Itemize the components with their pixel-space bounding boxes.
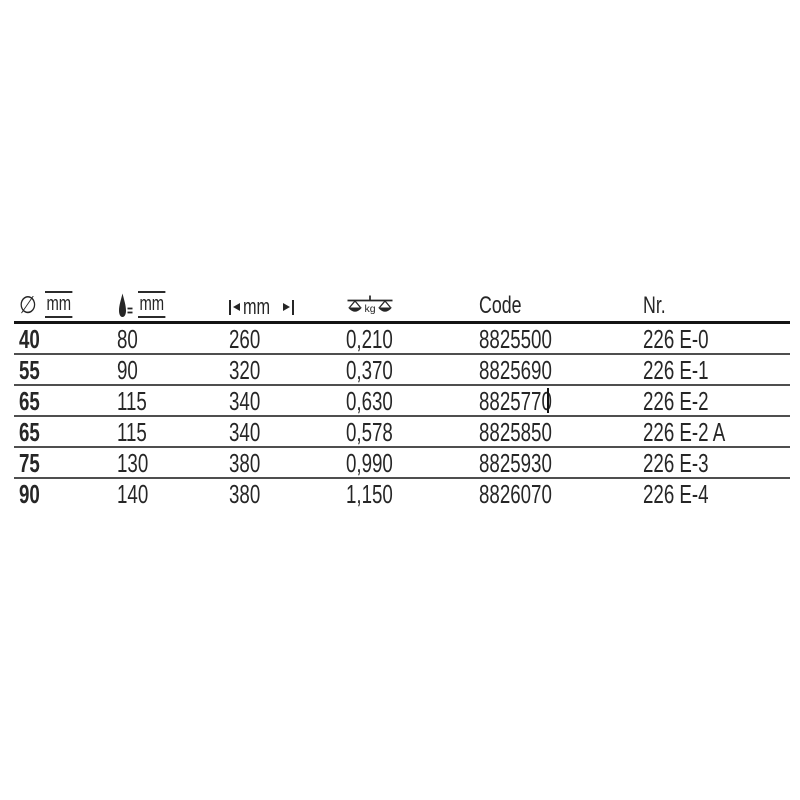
cell-overall-length: 320 <box>229 354 261 385</box>
cell-code: 8825770 <box>479 385 552 416</box>
length-right-bar <box>291 299 294 315</box>
cell-nr: 226 E-0 <box>643 323 709 354</box>
cell-weight: 0,578 <box>346 416 393 447</box>
length-unit-label: mm <box>243 294 271 319</box>
balance-scale-icon: kg <box>346 295 394 318</box>
cell-overall-length: 260 <box>229 323 261 354</box>
cell-code: 8826070 <box>479 478 552 509</box>
tip-unit-label: mm <box>138 291 166 318</box>
col-header-overall-length: mm <box>224 289 341 321</box>
cell-tip-length: 90 <box>117 354 138 385</box>
table-header-row: ∅ mm mm mm <box>14 289 790 324</box>
arrow-right-icon <box>282 303 290 311</box>
table-row: 40 80 260 0,210 8825500 226 E-0 <box>14 324 790 355</box>
cell-overall-length: 380 <box>229 447 261 478</box>
cell-tip-length: 130 <box>117 447 149 478</box>
text-cursor <box>547 388 549 413</box>
cell-tip-length: 115 <box>117 416 147 447</box>
cell-overall-length: 340 <box>229 416 261 447</box>
cell-tip-length: 80 <box>117 323 138 354</box>
cell-diameter: 90 <box>19 478 40 509</box>
cell-code: 8825500 <box>479 323 552 354</box>
col-header-code: Code <box>474 289 638 321</box>
cell-tip-length: 140 <box>117 478 149 509</box>
code-header-label: Code <box>479 292 522 319</box>
cell-diameter: 65 <box>19 385 40 416</box>
cell-diameter: 55 <box>19 354 40 385</box>
cell-diameter: 75 <box>19 447 40 478</box>
col-header-diameter: ∅ mm <box>14 289 112 321</box>
table-row: 65 115 340 0,630 8825770 226 E-2 <box>14 386 790 417</box>
weight-unit-label: kg <box>364 303 375 315</box>
cell-overall-length: 380 <box>229 478 261 509</box>
col-header-nr: Nr. <box>638 289 790 321</box>
cell-weight: 0,630 <box>346 385 393 416</box>
col-header-tip-length: mm <box>112 289 224 321</box>
table-row: 75 130 380 0,990 8825930 226 E-3 <box>14 448 790 479</box>
cell-code: 8825850 <box>479 416 552 447</box>
diameter-unit-label: mm <box>44 291 73 318</box>
table-row: 90 140 380 1,150 8826070 226 E-4 <box>14 479 790 508</box>
length-arrows-icon: mm <box>229 296 294 318</box>
drill-tip-icon <box>117 293 133 318</box>
product-spec-table: ∅ mm mm mm <box>14 289 790 508</box>
arrow-left-icon <box>233 303 240 311</box>
length-left-bar <box>229 299 231 315</box>
nr-header-label: Nr. <box>643 292 666 319</box>
cell-diameter: 65 <box>19 416 40 447</box>
cell-nr: 226 E-2 <box>643 385 709 416</box>
table-row: 65 115 340 0,578 8825850 226 E-2 A <box>14 417 790 448</box>
col-header-weight: kg <box>341 289 474 321</box>
cell-weight: 0,990 <box>346 447 393 478</box>
table-row: 55 90 320 0,370 8825690 226 E-1 <box>14 355 790 386</box>
cell-nr: 226 E-4 <box>643 478 709 509</box>
cell-code: 8825930 <box>479 447 552 478</box>
cell-weight: 0,210 <box>346 323 393 354</box>
cell-code: 8825690 <box>479 354 552 385</box>
cell-diameter: 40 <box>19 323 40 354</box>
cell-nr: 226 E-3 <box>643 447 709 478</box>
cell-overall-length: 340 <box>229 385 261 416</box>
cell-weight: 1,150 <box>346 478 393 509</box>
cell-weight: 0,370 <box>346 354 393 385</box>
cell-tip-length: 115 <box>117 385 147 416</box>
cell-nr: 226 E-2 A <box>643 416 726 447</box>
cell-nr: 226 E-1 <box>643 354 709 385</box>
diameter-icon: ∅ <box>19 292 37 319</box>
